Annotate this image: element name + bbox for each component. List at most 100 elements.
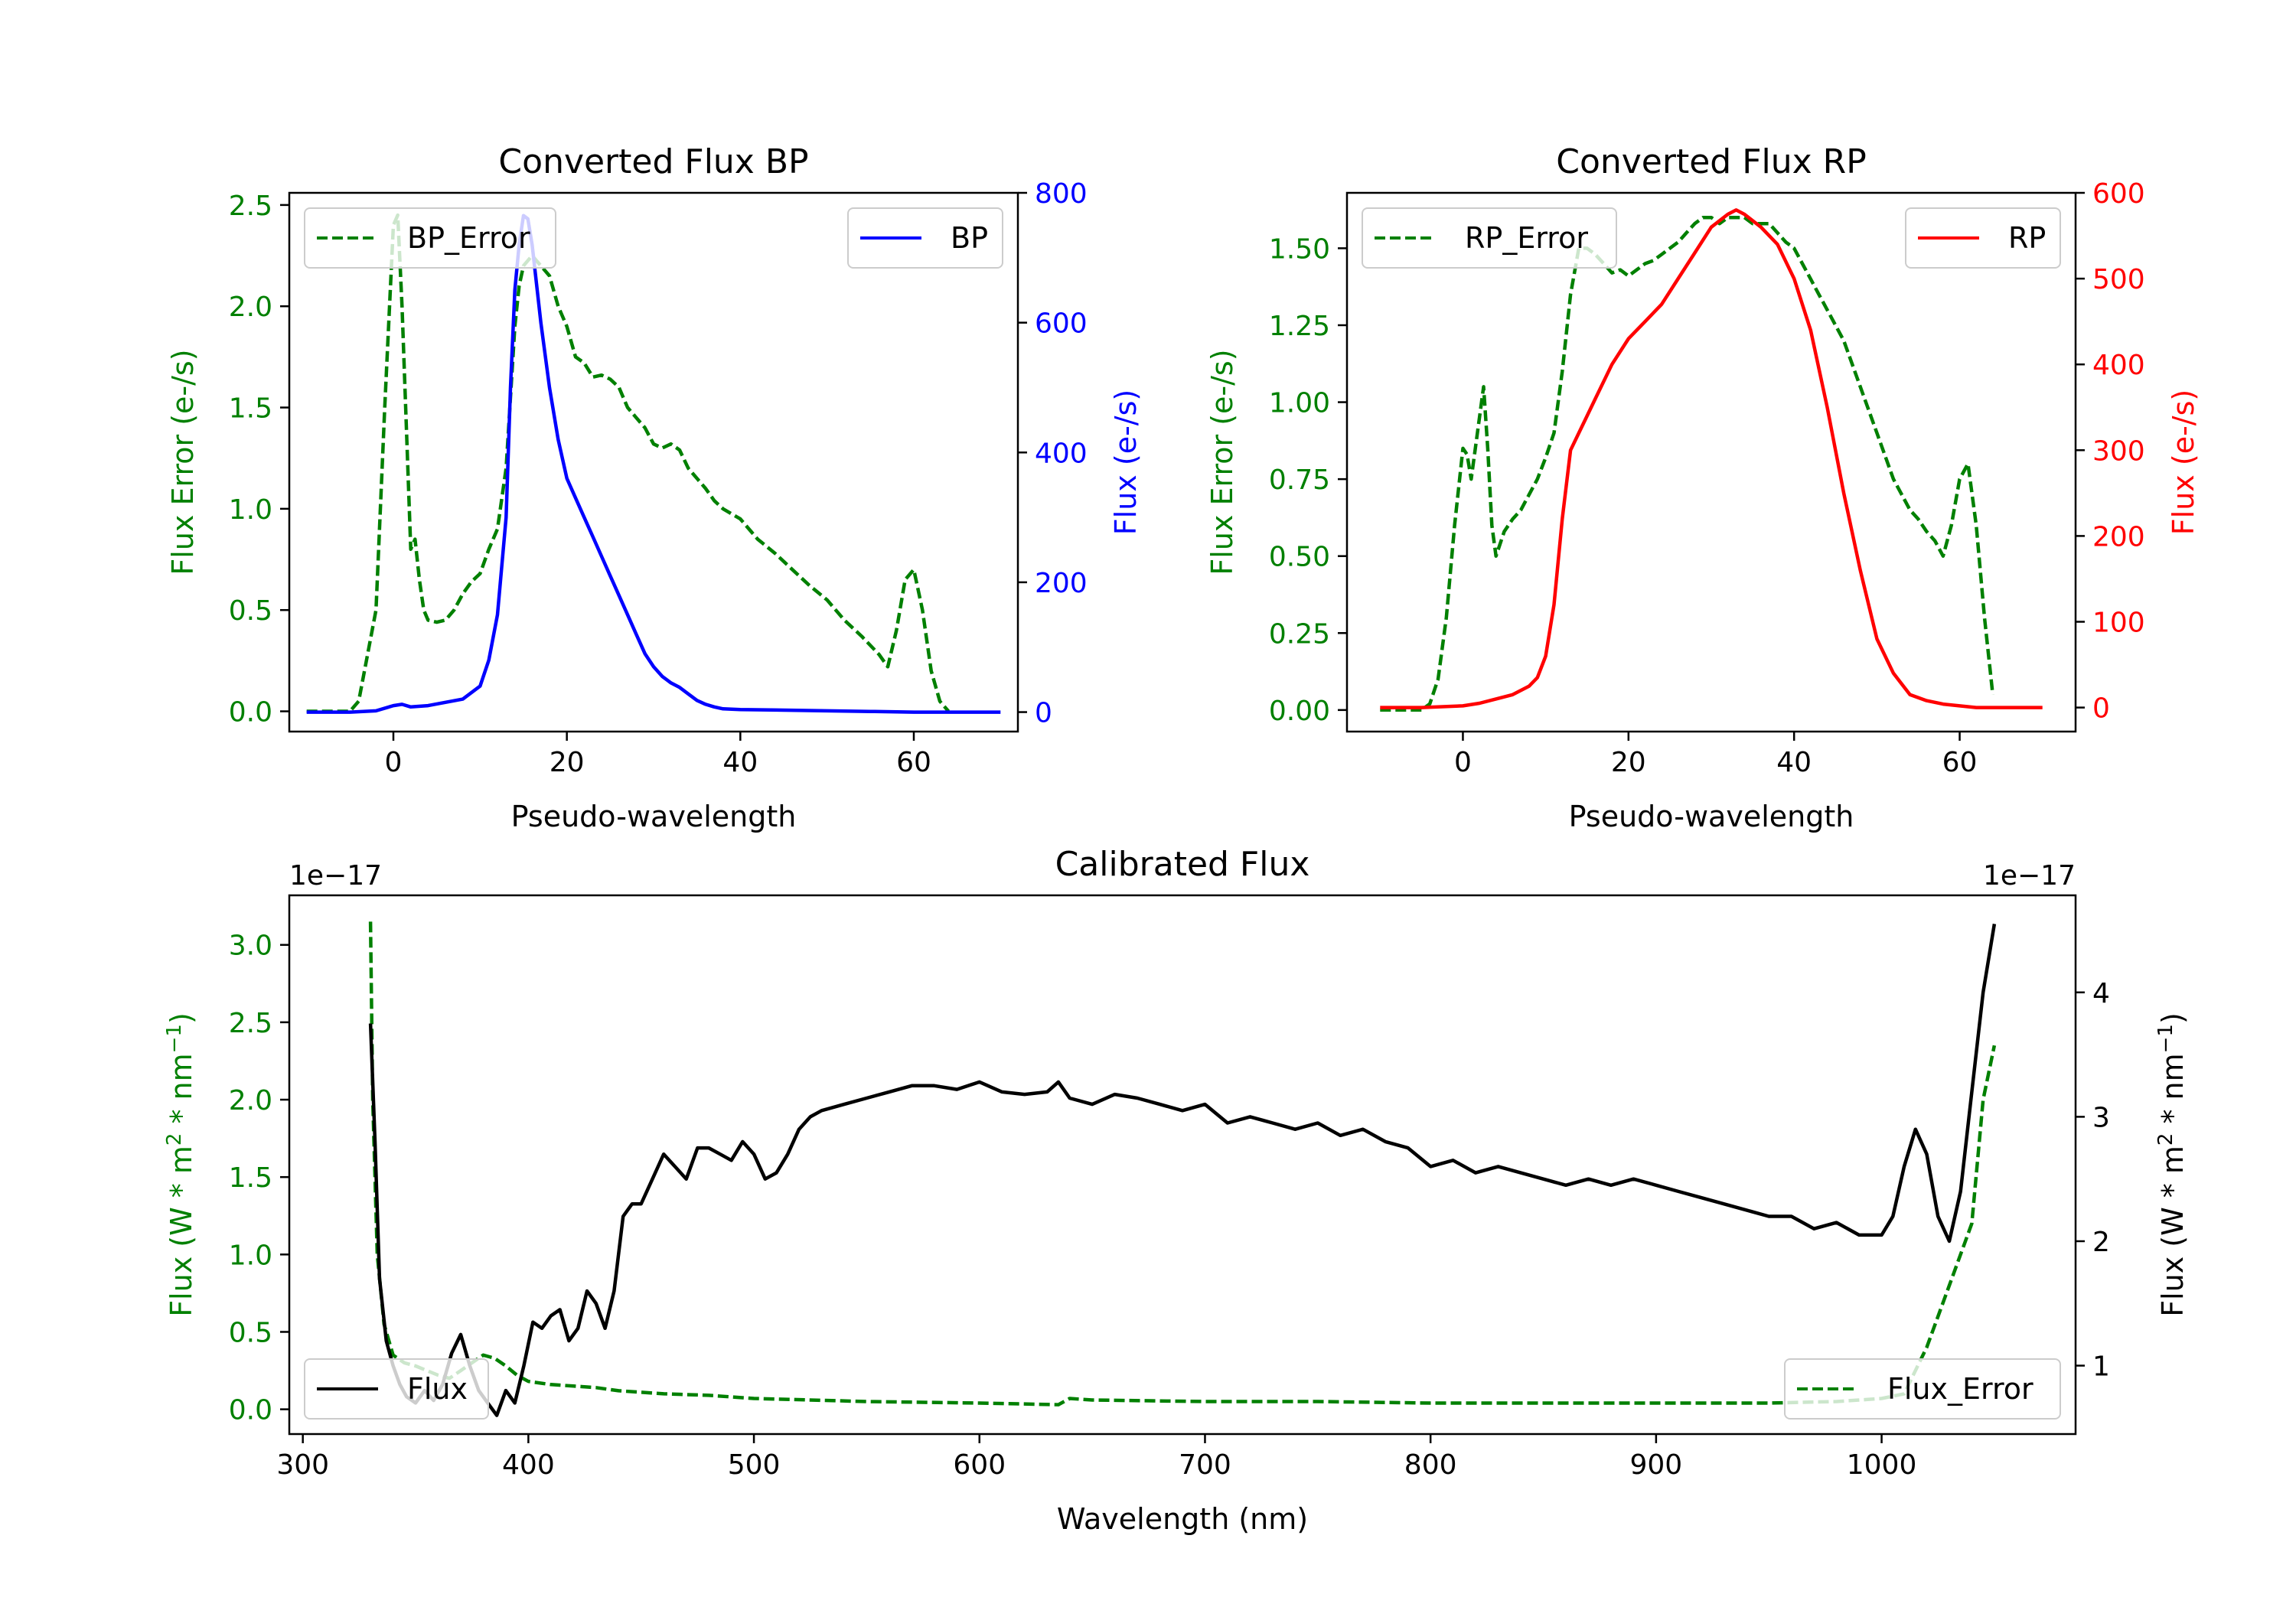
x-tick-label: 20 — [550, 747, 585, 778]
x-tick-label: 400 — [502, 1449, 555, 1481]
right-y-tick-label: 400 — [1035, 438, 1088, 469]
left-y-tick-label: 2.0 — [229, 292, 272, 323]
right-y-tick-label: 0 — [1035, 698, 1052, 729]
panel-bp-legend-flux: BP — [847, 207, 1003, 269]
left-y-tick-label: 1.5 — [229, 1162, 272, 1194]
panel-bp-axes: 0 20 40 60 0.0 0.5 1.0 1.5 2.0 2.5 0 200 400 600 800 — [229, 178, 1088, 778]
x-tick-label: 0 — [1454, 747, 1472, 778]
panel-calibrated-left-offset: 1e−17 — [289, 860, 382, 892]
x-tick-label: 500 — [728, 1449, 781, 1481]
left-y-tick-label: 2.0 — [229, 1085, 272, 1116]
right-y-tick-label: 2 — [2092, 1227, 2110, 1258]
right-y-tick-label: 3 — [2092, 1102, 2110, 1133]
legend-label-rp-error: RP_Error — [1465, 221, 1588, 255]
left-y-tick-label: 0.5 — [229, 595, 272, 627]
panel-bp: Converted Flux BP 0 20 40 60 0.0 0.5 1.0 1.5 2.0… — [166, 142, 1143, 833]
series-bp-error-line — [306, 213, 951, 713]
panel-calibrated-axes: 300 400 500 600 700 800 900 1000 0.0 0.5 1.0 1.5 2.0… — [229, 931, 2110, 1481]
right-y-tick-label: 500 — [2092, 264, 2145, 295]
x-tick-label: 60 — [896, 747, 931, 778]
panel-rp-axes: 0 20 40 60 0.00 0.25 0.50 0.75 1.00 1.25 1.50 0 100 2… — [1269, 178, 2145, 778]
panel-bp-legend-error: BP_Error — [304, 207, 556, 269]
panel-bp-plot-area — [306, 213, 1001, 714]
right-ylabel-sup1: 2 — [2154, 1133, 2177, 1146]
left-y-tick-label: 3.0 — [229, 931, 272, 962]
x-tick-label: 40 — [722, 747, 758, 778]
series-rp-line — [1380, 208, 2043, 709]
panel-calibrated-legend-error: Flux_Error — [1784, 1358, 2061, 1420]
panel-calibrated-right-ylabel: Flux (W * m2 * nm−1) — [2154, 1012, 2190, 1317]
left-y-tick-label: 2.5 — [229, 1008, 272, 1039]
left-y-tick-label: 1.00 — [1269, 388, 1330, 419]
series-rp-error-line — [1380, 215, 1995, 712]
x-tick-label: 40 — [1776, 747, 1812, 778]
right-ylabel-sup2: −1 — [2154, 1024, 2177, 1053]
panel-calibrated-legend-flux: Flux — [304, 1358, 489, 1420]
right-y-tick-label: 800 — [1035, 178, 1088, 210]
left-y-tick-label: 0.0 — [229, 1395, 272, 1426]
panel-bp-xlabel: Pseudo-wavelength — [511, 800, 797, 833]
panel-bp-title: Converted Flux BP — [498, 142, 808, 181]
left-y-tick-label: 1.0 — [229, 494, 272, 526]
right-y-tick-label: 300 — [2092, 435, 2145, 467]
panel-bp-frame — [288, 191, 1019, 733]
panel-rp-legend-flux: RP — [1905, 207, 2061, 269]
series-bp-line — [306, 214, 1001, 714]
panel-rp-plot-area — [1380, 208, 2043, 712]
panel-rp-frame — [1345, 191, 2077, 733]
panel-rp-right-ylabel: Flux (e-/s) — [2167, 390, 2200, 535]
legend-label-rp: RP — [2008, 221, 2046, 255]
x-tick-label: 60 — [1942, 747, 1978, 778]
left-y-tick-label: 1.50 — [1269, 233, 1330, 265]
panel-calibrated-xlabel: Wavelength (nm) — [1057, 1502, 1308, 1536]
left-y-tick-label: 0.5 — [229, 1317, 272, 1348]
right-y-tick-label: 600 — [2092, 178, 2145, 210]
right-y-tick-label: 400 — [2092, 350, 2145, 381]
left-y-tick-label: 0.75 — [1269, 464, 1330, 496]
left-y-tick-label: 0.50 — [1269, 542, 1330, 573]
left-ylabel-part1: Flux (W * m — [165, 1146, 198, 1317]
left-y-tick-label: 1.25 — [1269, 311, 1330, 342]
right-ylabel-part1: Flux (W * m — [2156, 1146, 2190, 1317]
x-tick-label: 300 — [276, 1449, 329, 1481]
right-ylabel-part3: ) — [2156, 1012, 2190, 1024]
x-tick-label: 700 — [1179, 1449, 1231, 1481]
right-y-tick-label: 4 — [2092, 978, 2110, 1009]
left-y-tick-label: 0.25 — [1269, 618, 1330, 650]
left-ylabel-sup2: −1 — [163, 1024, 186, 1053]
left-ylabel-part3: ) — [165, 1012, 198, 1024]
series-flux-line — [368, 924, 1997, 1417]
right-y-tick-label: 600 — [1035, 308, 1088, 340]
x-tick-label: 800 — [1404, 1449, 1457, 1481]
right-y-tick-label: 200 — [1035, 568, 1088, 599]
panel-calibrated: Calibrated Flux 300 400 500 600 700 800 900 100… — [163, 845, 2190, 1536]
left-ylabel-part2: * nm — [165, 1053, 198, 1133]
left-y-tick-label: 0.00 — [1269, 696, 1330, 727]
left-y-tick-label: 0.0 — [229, 697, 272, 729]
legend-label-bp: BP — [951, 221, 988, 255]
legend-label-flux: Flux — [407, 1372, 468, 1406]
right-y-tick-label: 100 — [2092, 608, 2145, 639]
panel-bp-right-ylabel: Flux (e-/s) — [1109, 390, 1143, 535]
x-tick-label: 0 — [385, 747, 403, 778]
panel-rp: Converted Flux RP 0 20 40 60 0.00 0.25 0.50 0.7… — [1205, 142, 2200, 833]
legend-label-bp-error: BP_Error — [407, 221, 530, 255]
panel-calibrated-right-offset: 1e−17 — [1983, 860, 2076, 892]
x-tick-label: 900 — [1630, 1449, 1683, 1481]
right-y-tick-label: 1 — [2092, 1351, 2110, 1383]
x-tick-label: 600 — [953, 1449, 1006, 1481]
left-y-tick-label: 2.5 — [229, 191, 272, 222]
x-tick-label: 1000 — [1847, 1449, 1917, 1481]
left-y-tick-label: 1.5 — [229, 393, 272, 425]
panel-calibrated-left-ylabel: Flux (W * m2 * nm−1) — [163, 1012, 198, 1317]
left-ylabel-sup1: 2 — [163, 1133, 186, 1146]
panel-rp-title: Converted Flux RP — [1556, 142, 1867, 181]
panel-calibrated-title: Calibrated Flux — [1055, 845, 1310, 884]
left-y-tick-label: 1.0 — [229, 1240, 272, 1271]
panel-rp-xlabel: Pseudo-wavelength — [1569, 800, 1854, 833]
right-ylabel-part2: * nm — [2156, 1053, 2190, 1133]
right-y-tick-label: 0 — [2092, 693, 2110, 725]
panel-rp-left-ylabel: Flux Error (e-/s) — [1205, 349, 1239, 575]
legend-label-flux-error: Flux_Error — [1887, 1372, 2033, 1406]
x-tick-label: 20 — [1611, 747, 1646, 778]
